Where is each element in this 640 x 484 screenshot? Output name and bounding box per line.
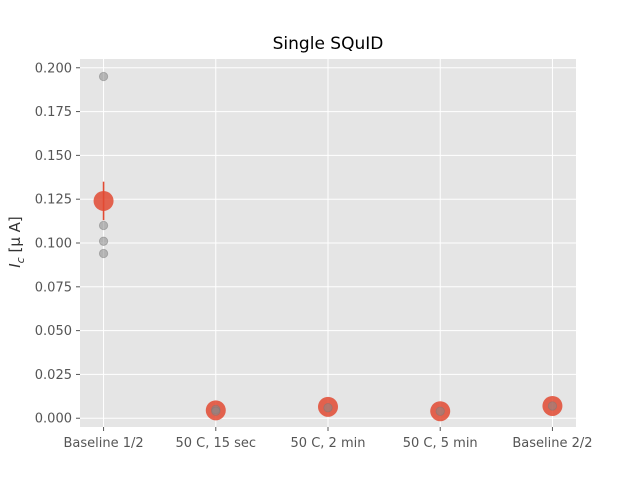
y-tick-label: 0.075 (35, 280, 72, 295)
y-axis-ticks: 0.000 0.025 0.050 0.075 0.100 0.125 0.150 0.175… (35, 61, 80, 427)
individual-points (98, 71, 558, 416)
mean-marker (93, 190, 114, 211)
x-tick-label: Baseline 2/2 (512, 436, 592, 451)
y-tick-label: 0.175 (35, 105, 72, 120)
data-point (98, 236, 109, 246)
data-point (323, 403, 333, 413)
y-axis-label-sub: c (14, 257, 27, 263)
chart-title: Single SQuID (273, 34, 384, 54)
y-tick-label: 0.150 (35, 149, 72, 164)
data-point (98, 220, 109, 231)
y-tick-label: 0.025 (35, 368, 72, 383)
data-point (211, 406, 221, 416)
data-point (435, 406, 445, 416)
y-tick-label: 0.125 (35, 193, 72, 208)
y-tick-label: 0.200 (35, 61, 72, 76)
y-axis-label-main: I (6, 263, 24, 268)
x-axis-ticks: Baseline 1/2 50 C, 15 sec 50 C, 2 min 50 C,… (63, 427, 593, 451)
y-tick-label: 0.050 (35, 324, 72, 339)
y-axis-label: Ic [μ A] (6, 216, 27, 268)
x-tick-label: 50 C, 15 sec (175, 436, 256, 451)
y-tick-label: 0.000 (35, 412, 72, 427)
x-tick-label: 50 C, 2 min (291, 436, 366, 451)
x-tick-label: Baseline 1/2 (63, 436, 143, 451)
data-point (98, 71, 109, 82)
data-point (98, 248, 109, 259)
x-tick-label: 50 C, 5 min (403, 436, 478, 451)
y-tick-label: 0.100 (35, 237, 72, 252)
data-point (547, 401, 558, 411)
y-axis-label-rest: [μ A] (6, 216, 24, 257)
